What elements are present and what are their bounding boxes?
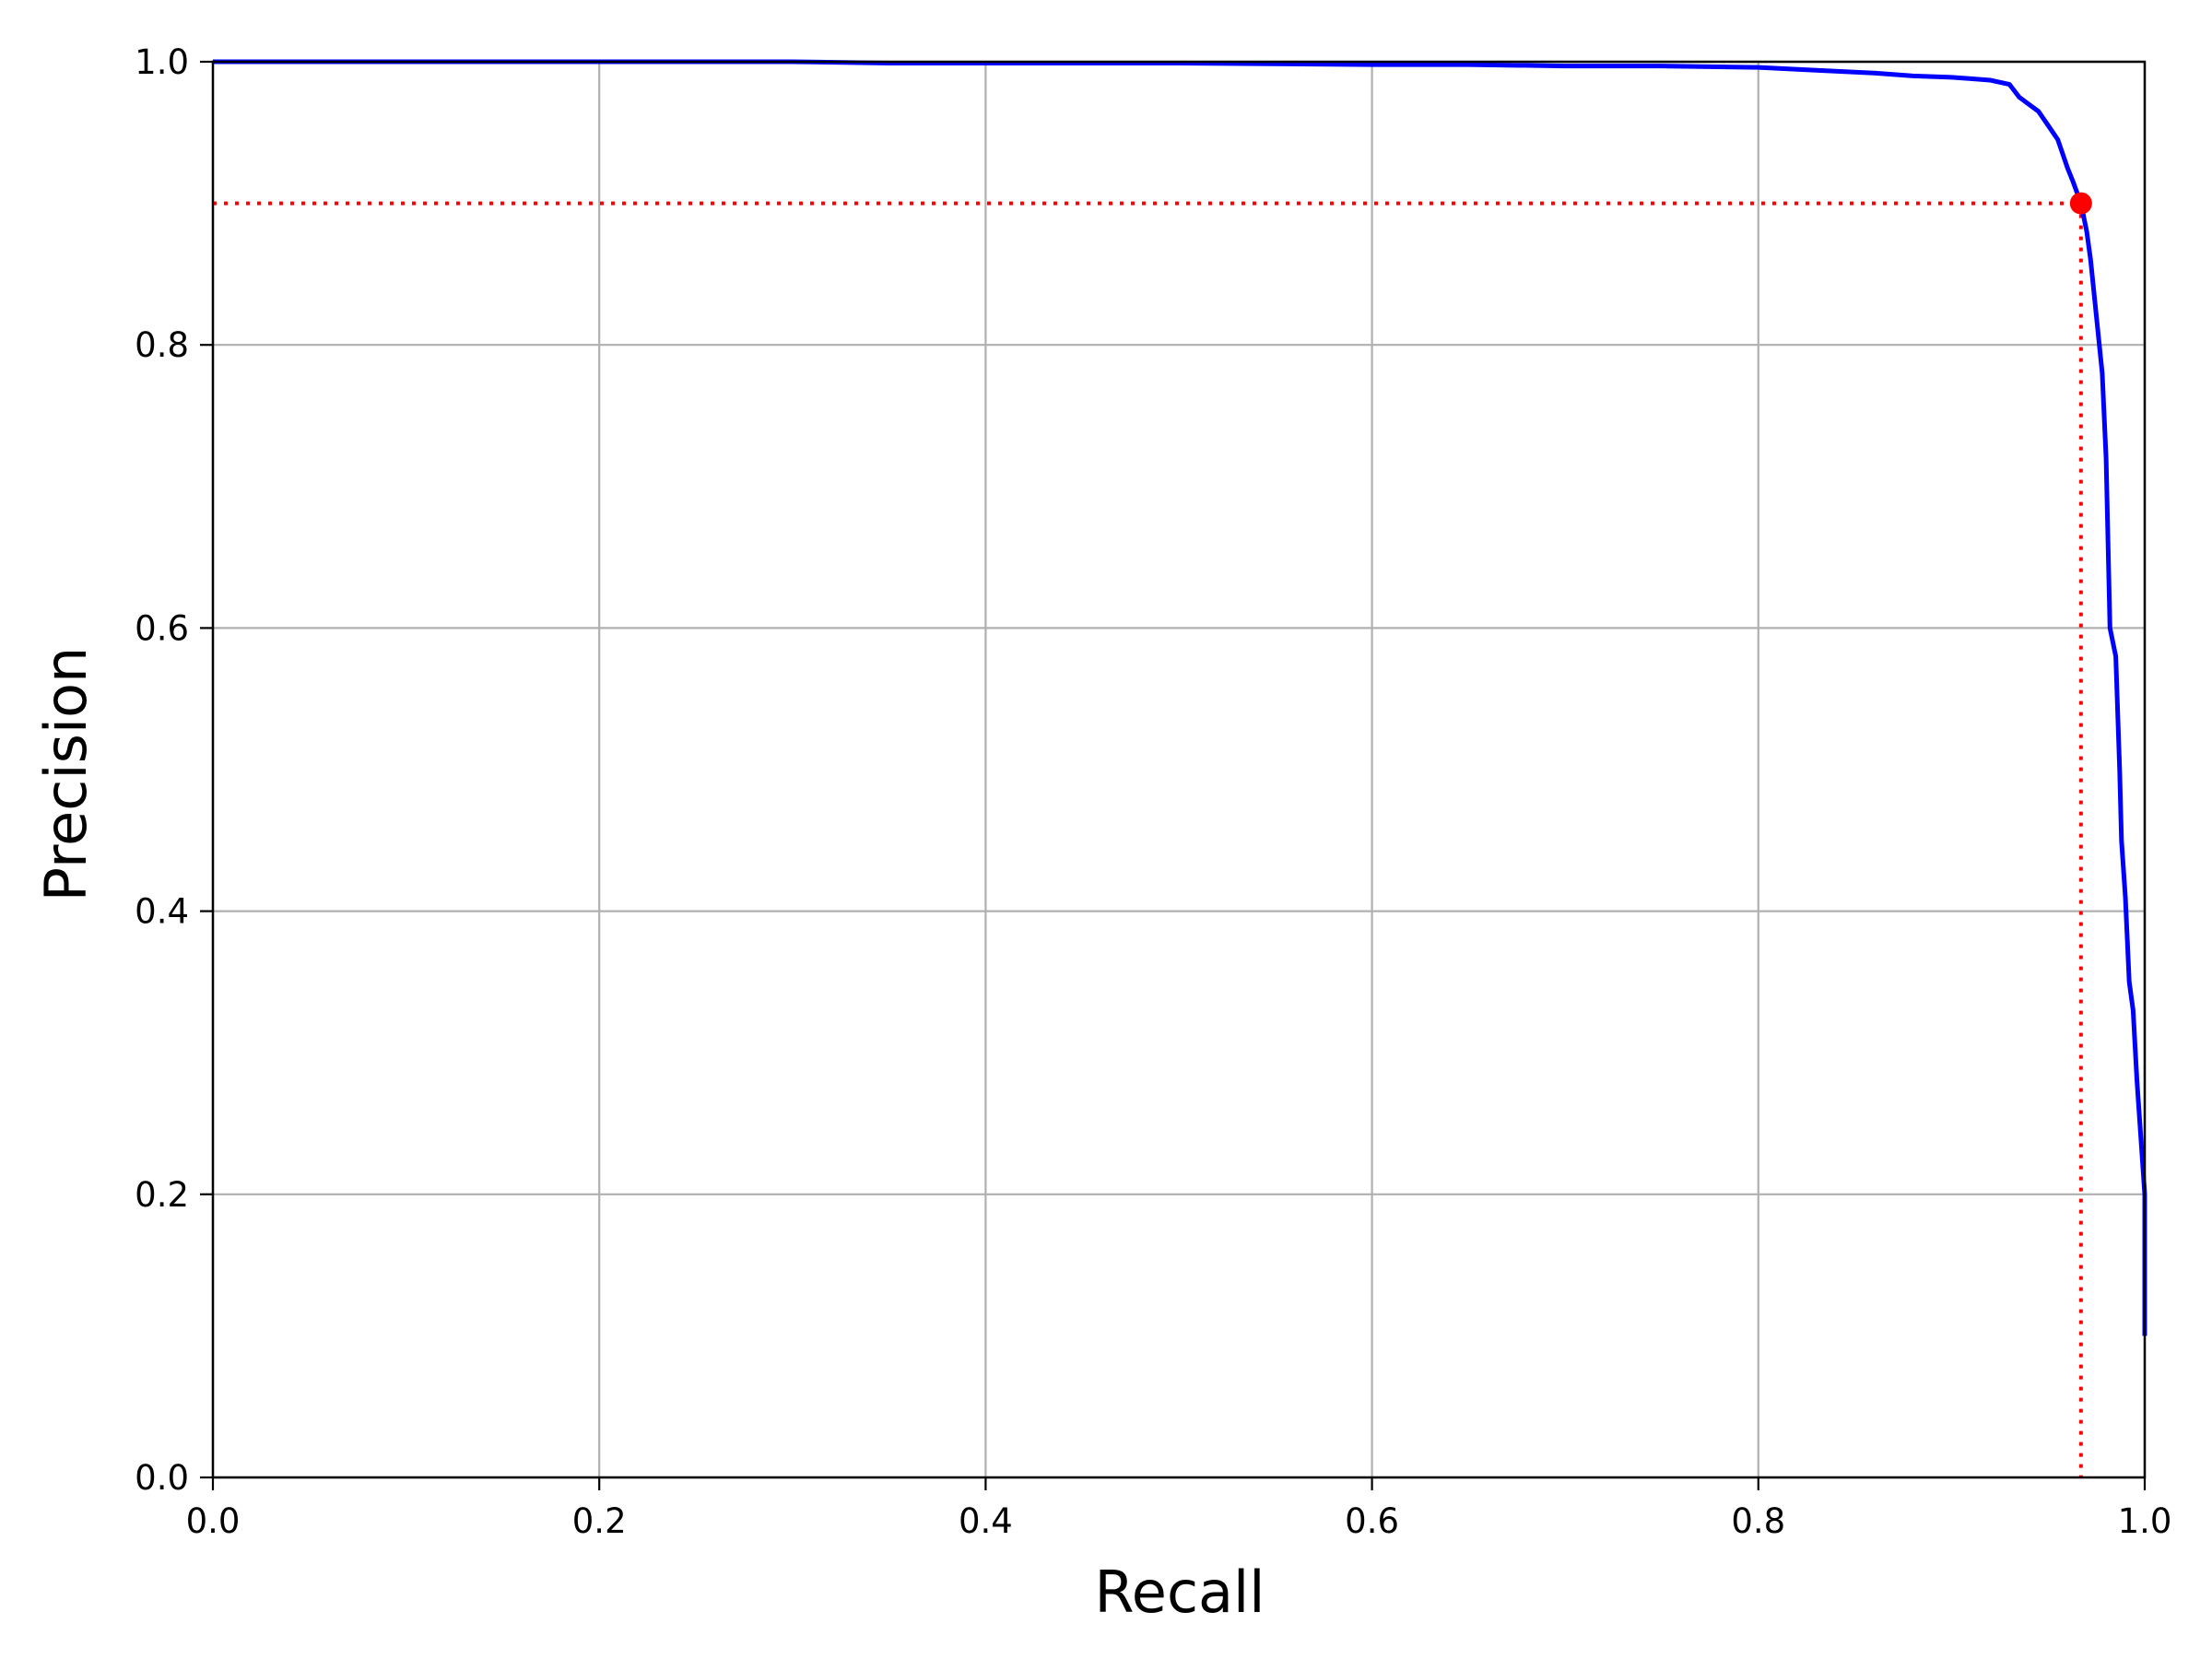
x-tick-label: 0.0 <box>186 1501 241 1541</box>
grid <box>211 60 2147 1479</box>
x-tick-label: 0.4 <box>959 1501 1013 1541</box>
ticks: 0.0 0.2 0.4 0.6 0.8 1.0 0.0 0.2 0.4 0.6 0.8 1.0 <box>135 42 2171 1541</box>
y-tick-label: 0.4 <box>135 892 189 932</box>
y-tick-label: 0.8 <box>135 325 189 365</box>
series-layer <box>213 59 2147 1336</box>
y-tick-label: 0.2 <box>135 1175 189 1215</box>
y-tick-label: 0.6 <box>135 608 189 648</box>
plot-frame <box>211 60 2147 1479</box>
y-tick-label: 0.0 <box>135 1458 189 1498</box>
x-tick-label: 0.6 <box>1345 1501 1399 1541</box>
reference-lines <box>213 201 2083 1477</box>
x-axis-label: Recall <box>1095 1559 1265 1626</box>
axes <box>211 60 2147 1479</box>
marker-layer <box>2069 192 2092 215</box>
y-axis-label: Precision <box>32 647 100 902</box>
x-tick-label: 1.0 <box>2118 1501 2172 1541</box>
precision-recall-curve <box>213 59 2147 1336</box>
x-tick-label: 0.8 <box>1731 1501 1785 1541</box>
y-tick-label: 1.0 <box>135 42 189 82</box>
x-tick-label: 0.2 <box>572 1501 627 1541</box>
threshold-point <box>2069 192 2092 215</box>
